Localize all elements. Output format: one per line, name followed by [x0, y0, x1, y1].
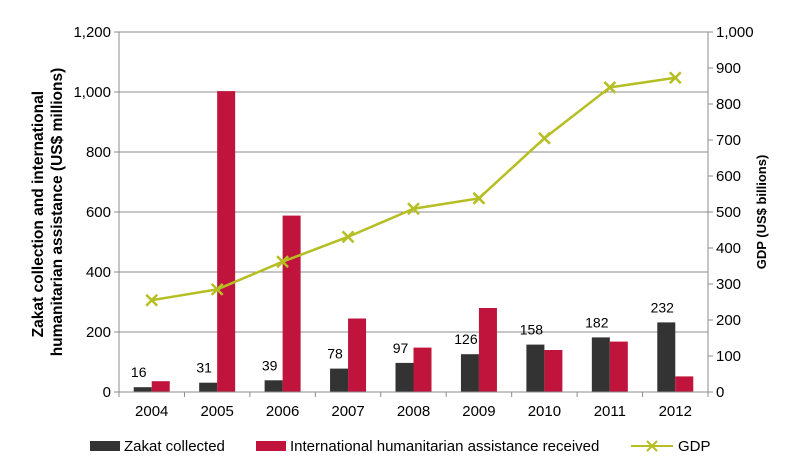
data-label-zakat: 182 [585, 314, 609, 330]
y-tick-label: 600 [86, 204, 111, 221]
bar-humanitarian-assistance [675, 376, 694, 392]
y2-tick-label: 700 [716, 132, 741, 149]
bar-zakat-collected [591, 337, 610, 392]
y2-tick-label: 300 [716, 276, 741, 293]
data-label-zakat: 97 [393, 340, 409, 356]
y2-tick-label: 400 [716, 240, 741, 257]
x-tick-label: 2011 [594, 403, 626, 420]
y-tick-label: 1,000 [73, 84, 111, 101]
gdp-point-marker [145, 293, 159, 307]
data-label-zakat: 39 [262, 357, 278, 373]
gdp-marker-stroke [538, 131, 551, 145]
bar-humanitarian-assistance [609, 341, 628, 392]
y2-tick-label: 1,000 [716, 24, 754, 41]
tick-labels: 0 200 400 600 800 1,000 1,200 0 100 200 300 400 500 6… [73, 24, 753, 420]
bar-humanitarian-assistance [151, 381, 170, 392]
gdp-marker-stroke [210, 283, 224, 296]
y2-axis-title: GDP (US$ billions) [754, 155, 769, 270]
gdp-marker-stroke [668, 71, 682, 85]
legend-label-zakat: Zakat collected [124, 438, 225, 455]
bar-zakat-collected [133, 387, 152, 392]
y2-tick-label: 900 [716, 60, 741, 77]
gdp-marker-stroke [145, 293, 159, 307]
gdp-point-marker [276, 255, 289, 269]
gridlines [119, 31, 708, 333]
bar-humanitarian-assistance [413, 347, 432, 392]
y-axis-title: Zakat collection and international human… [30, 68, 66, 357]
axes [114, 31, 713, 397]
x-tick-label: 2005 [200, 403, 233, 420]
bar-zakat-collected [199, 382, 218, 392]
data-label-zakat: 126 [454, 331, 478, 347]
y2-tick-label: 600 [716, 168, 741, 185]
gdp-point-marker [668, 71, 682, 85]
x-tick-label: 2012 [659, 403, 692, 420]
y-tick-label: 0 [103, 384, 111, 401]
x-tick-label: 2006 [266, 403, 299, 420]
y-axis-title-line-2: humanitarian assistance (US$ millions) [49, 68, 66, 357]
legend-swatch-zakat [90, 441, 120, 451]
data-label-zakat: 78 [327, 346, 343, 362]
gdp-point-marker [538, 131, 551, 145]
gdp-point-marker [472, 191, 486, 205]
data-labels: 16 31 39 78 97 126 158 182 232 [131, 299, 674, 380]
y2-tick-label: 0 [716, 384, 724, 401]
data-label-zakat: 232 [651, 299, 675, 315]
y-tick-label: 800 [86, 144, 111, 161]
x-tick-label: 2008 [397, 403, 430, 420]
legend-swatch-humanitarian [256, 441, 286, 451]
data-label-zakat: 31 [196, 360, 212, 376]
x-tick-label: 2007 [331, 403, 364, 420]
y2-tick-label: 100 [716, 348, 741, 365]
bar-zakat-collected [526, 344, 545, 392]
bar-zakat-collected [264, 380, 283, 392]
bar-humanitarian-assistance [348, 318, 367, 392]
bar-zakat-collected [657, 322, 676, 392]
legend-marker-gdp [646, 440, 658, 452]
bar-zakat-collected [460, 354, 479, 392]
y-tick-label: 200 [86, 324, 111, 341]
gdp-marker-stroke [407, 202, 420, 216]
bar-humanitarian-assistance [282, 215, 301, 392]
y-tick-label: 400 [86, 264, 111, 281]
gdp-point-marker [603, 81, 617, 94]
y-tick-label: 1,200 [73, 24, 111, 41]
legend: Zakat collected International humanitari… [90, 438, 711, 455]
gdp-line-series [145, 71, 682, 307]
data-label-zakat: 16 [131, 364, 147, 380]
legend-label-gdp: GDP [678, 438, 711, 455]
gdp-point-marker [210, 283, 224, 296]
x-tick-label: 2004 [135, 403, 168, 420]
y2-tick-label: 200 [716, 312, 741, 329]
bar-humanitarian-assistance [478, 308, 497, 392]
gdp-marker-stroke [603, 81, 617, 94]
y2-tick-label: 500 [716, 204, 741, 221]
gdp-point-marker [407, 202, 420, 216]
bar-humanitarian-assistance [217, 91, 236, 392]
gdp-marker-stroke [341, 230, 355, 244]
data-label-zakat: 158 [520, 322, 544, 338]
x-tick-label: 2009 [462, 403, 495, 420]
bars [133, 91, 694, 392]
gdp-marker-stroke [276, 255, 289, 269]
bar-humanitarian-assistance [544, 350, 563, 392]
y-axis-title-line-1: Zakat collection and international [30, 91, 47, 337]
legend-label-humanitarian: International humanitarian assistance re… [290, 438, 599, 455]
x-tick-label: 2010 [528, 403, 561, 420]
gdp-point-marker [341, 230, 355, 244]
gdp-marker-stroke [472, 191, 486, 205]
bar-zakat-collected [330, 368, 349, 392]
bar-zakat-collected [395, 362, 414, 392]
y2-tick-label: 800 [716, 96, 741, 113]
